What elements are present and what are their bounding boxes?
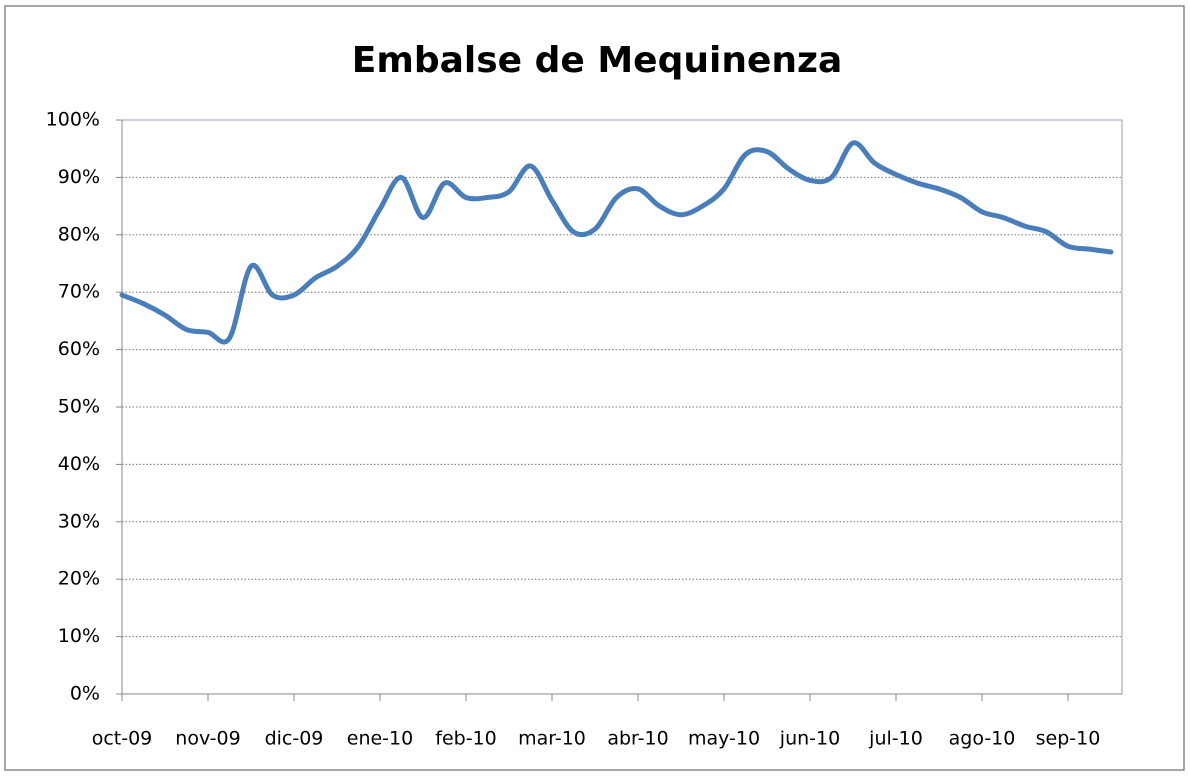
y-tick-label: 40% (58, 453, 100, 475)
x-tick-label: feb-10 (435, 728, 496, 750)
x-tick-label: nov-09 (175, 728, 240, 750)
y-tick-label: 0% (70, 683, 100, 705)
y-tick-label: 90% (58, 166, 100, 188)
y-tick-label: 60% (58, 338, 100, 360)
x-tick-label: mar-10 (518, 728, 586, 750)
y-tick-label: 50% (58, 396, 100, 418)
x-tick-label: ene-10 (347, 728, 413, 750)
x-tick-label: abr-10 (607, 728, 668, 750)
x-tick-label: sep-10 (1036, 728, 1101, 750)
y-tick-label: 70% (58, 281, 100, 303)
data-line (119, 140, 1114, 345)
x-tick-label: ago-10 (949, 728, 1016, 750)
y-tick-label: 30% (58, 510, 100, 532)
x-tick-label: jul-10 (868, 728, 923, 750)
x-tick-label: dic-09 (265, 728, 324, 750)
y-tick-label: 20% (58, 568, 100, 590)
y-tick-label: 10% (58, 625, 100, 647)
y-tick-label: 100% (46, 109, 100, 131)
x-tick-label: may-10 (688, 728, 760, 750)
y-tick-label: 80% (58, 223, 100, 245)
chart-title: Embalse de Mequinenza (352, 40, 843, 81)
x-tick-label: oct-09 (92, 728, 153, 750)
x-tick-label: jun-10 (779, 728, 840, 750)
chart-border (4, 5, 1185, 771)
